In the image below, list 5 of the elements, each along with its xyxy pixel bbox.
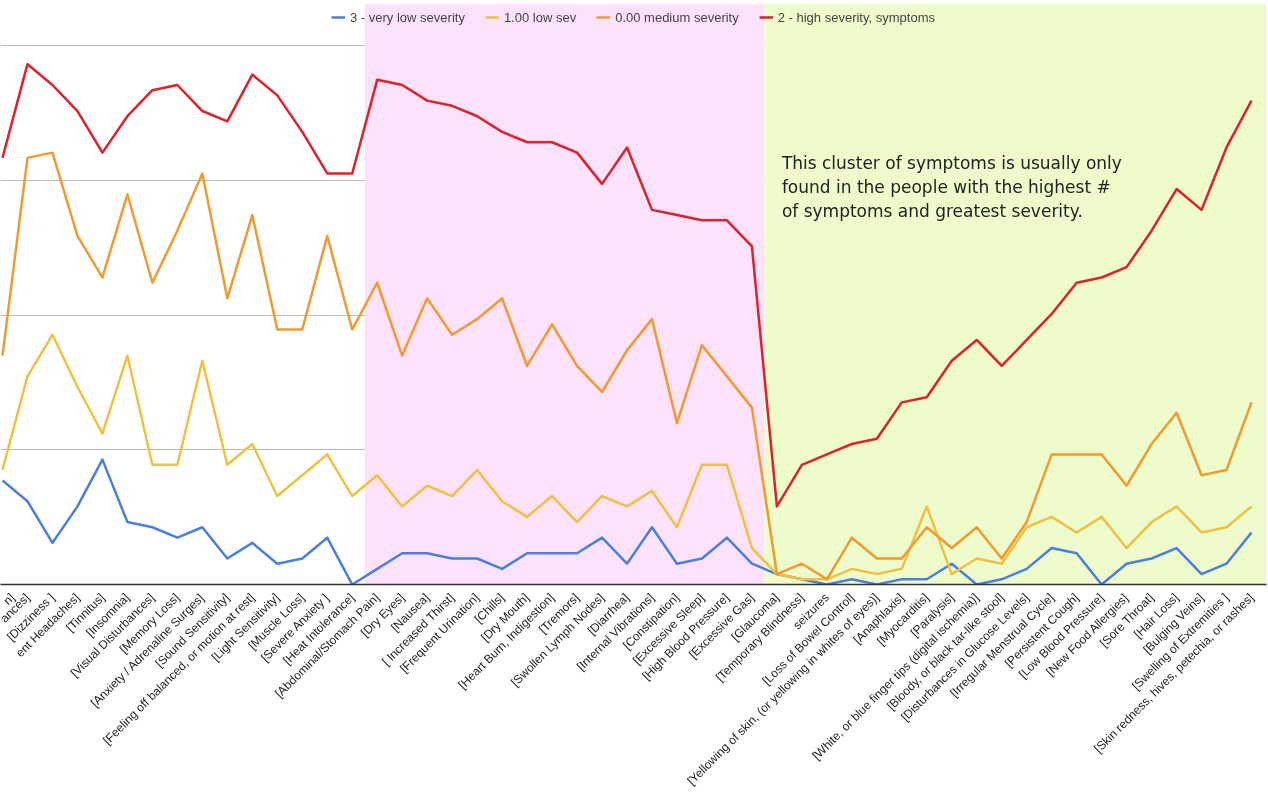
annotation: This cluster of symptoms is usually only found in the people with the highest # of symptoms and greatest severity. — [780, 152, 1122, 221]
legend-label: 1.00 low sev — [503, 9, 577, 25]
legend-label: 3 - very low severity — [350, 9, 465, 25]
legend-label: 0.00 medium severity — [615, 9, 739, 25]
legend-label: 2 - high severity, symptoms — [777, 9, 935, 25]
